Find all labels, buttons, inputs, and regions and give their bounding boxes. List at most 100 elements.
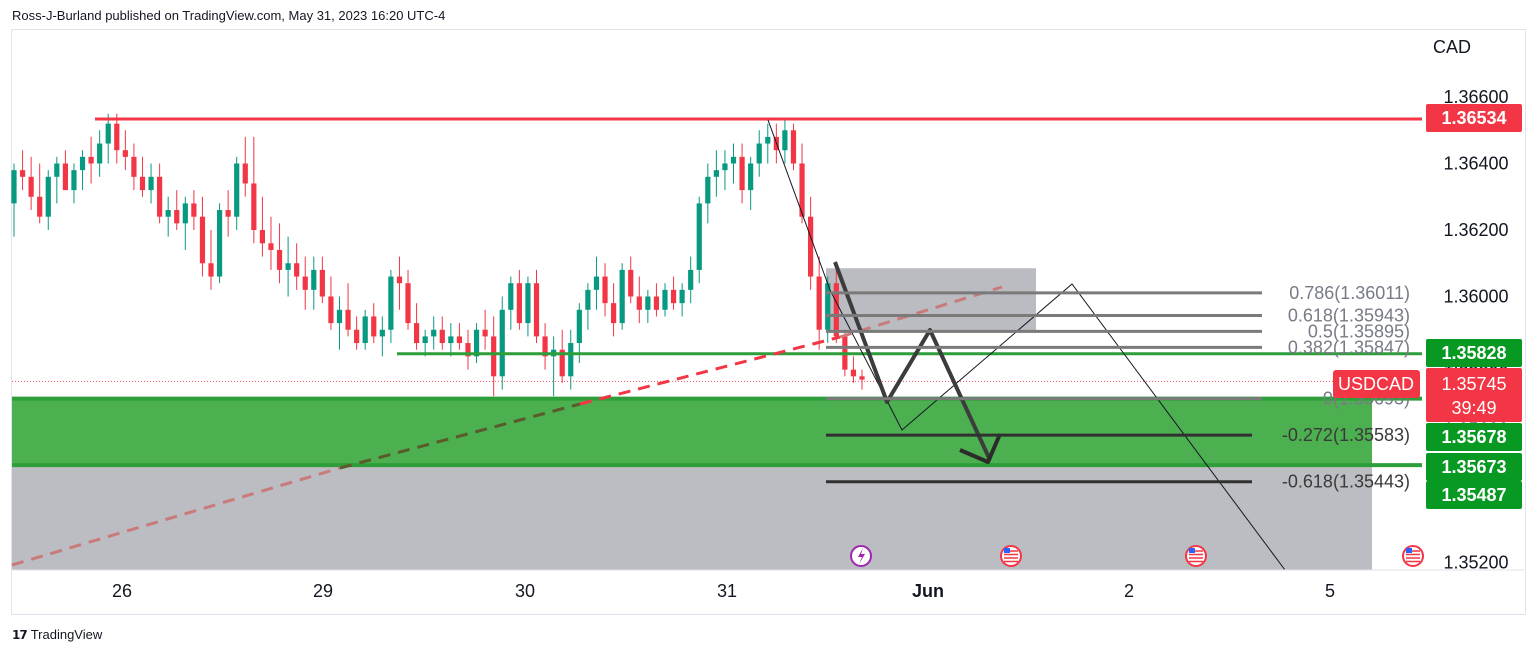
fib-label: 0.786(1.36011) bbox=[1289, 283, 1410, 303]
x-tick-label: 2 bbox=[1124, 581, 1134, 601]
candle-body bbox=[45, 176, 51, 217]
candle-body bbox=[234, 163, 240, 217]
candle-body bbox=[628, 269, 634, 297]
candle-body bbox=[311, 269, 317, 290]
x-tick-label: 31 bbox=[717, 581, 737, 601]
candle-body bbox=[28, 176, 34, 197]
candle-body bbox=[422, 336, 428, 344]
candle-body bbox=[71, 170, 77, 191]
y-tick-label: 1.36200 bbox=[1443, 220, 1508, 240]
fib-label: 0.5(1.35895) bbox=[1308, 321, 1410, 341]
candle-body bbox=[122, 150, 128, 157]
candle-body bbox=[730, 156, 737, 164]
resistance-price-box bbox=[1426, 104, 1522, 132]
candle-body bbox=[413, 323, 420, 344]
projection-path bbox=[829, 283, 1286, 571]
candle-body bbox=[508, 283, 514, 310]
fib-target-price-label: 1.35487 bbox=[1441, 485, 1506, 505]
candle-body bbox=[319, 269, 325, 297]
candle-body bbox=[696, 203, 702, 270]
consolidation-box bbox=[826, 268, 1036, 332]
candle-body bbox=[456, 336, 463, 344]
candle-body bbox=[285, 263, 291, 270]
zones-layer bbox=[12, 268, 1422, 570]
candle-body bbox=[388, 276, 394, 330]
candle-body bbox=[139, 176, 146, 191]
candle-body bbox=[62, 163, 68, 191]
price-labels-layer: 1.36534 1.35828 1.35745 39:49 USDCAD 1.35678 1… bbox=[850, 104, 1522, 567]
y-tick-label: 1.36000 bbox=[1443, 287, 1508, 307]
x-tick-label: Jun bbox=[912, 581, 944, 601]
zone-bottom-price-box bbox=[1426, 453, 1522, 481]
fib-label: -0.272(1.35583) bbox=[1282, 425, 1410, 445]
currency-label: CAD bbox=[1433, 37, 1471, 57]
chart-frame[interactable] bbox=[11, 29, 1526, 615]
candle-body bbox=[294, 263, 300, 277]
candles-layer bbox=[11, 113, 865, 397]
candle-body bbox=[491, 336, 497, 377]
x-tick-label: 26 bbox=[112, 581, 132, 601]
candle-body bbox=[354, 329, 360, 344]
candle-body bbox=[542, 336, 548, 357]
candle-body bbox=[576, 309, 582, 344]
footer-brand[interactable]: 𝟭𝟳 TradingView bbox=[12, 627, 102, 642]
lightning-icon bbox=[858, 548, 865, 564]
trendline-mid bbox=[339, 402, 581, 470]
candle-body bbox=[165, 210, 171, 217]
symbol-tag: USDCAD bbox=[1338, 374, 1414, 394]
candle-body bbox=[302, 276, 308, 290]
candle-body bbox=[405, 283, 411, 324]
candle-body bbox=[653, 296, 660, 310]
candle-body bbox=[790, 130, 797, 164]
candle-body bbox=[242, 163, 248, 184]
candle-body bbox=[19, 170, 26, 177]
candle-body bbox=[114, 123, 120, 151]
zone-top-price-label: 1.35678 bbox=[1441, 427, 1506, 447]
candle-body bbox=[79, 156, 86, 171]
fib-label: 0.618(1.35943) bbox=[1288, 305, 1410, 325]
support-line-price-label: 1.35828 bbox=[1441, 343, 1506, 363]
candle-body bbox=[225, 210, 231, 217]
candle-body bbox=[825, 283, 831, 330]
symbol-price-value: 1.35745 bbox=[1441, 374, 1506, 394]
candle-body bbox=[516, 283, 522, 324]
candle-body bbox=[782, 130, 788, 151]
trendline-lower bbox=[11, 466, 341, 567]
candle-body bbox=[585, 289, 591, 310]
candle-body bbox=[662, 289, 668, 310]
candle-body bbox=[157, 176, 163, 217]
candle-body bbox=[833, 283, 839, 337]
candle-body bbox=[54, 163, 60, 177]
symbol-price-box bbox=[1426, 368, 1522, 422]
candle-body bbox=[131, 156, 137, 177]
candle-body bbox=[568, 343, 574, 377]
candle-body bbox=[276, 249, 283, 270]
candle-body bbox=[268, 243, 274, 250]
forecast-arrow-head bbox=[959, 433, 1002, 464]
candle-body bbox=[533, 283, 540, 337]
candle-body bbox=[371, 316, 377, 337]
candle-body bbox=[739, 156, 745, 191]
candle-body bbox=[362, 316, 368, 344]
flag-canton bbox=[1189, 548, 1195, 553]
candle-body bbox=[619, 269, 625, 324]
candle-body bbox=[88, 156, 94, 164]
symbol-tag-box bbox=[1333, 370, 1420, 398]
footer-brand-label: TradingView bbox=[30, 627, 103, 642]
candle-body bbox=[799, 163, 805, 217]
candle-body bbox=[465, 343, 471, 357]
candle-body bbox=[850, 369, 857, 377]
candle-body bbox=[379, 329, 385, 337]
candle-body bbox=[259, 230, 266, 244]
candle-body bbox=[593, 276, 600, 290]
candle-body bbox=[439, 329, 445, 344]
candle-body bbox=[859, 376, 865, 380]
candle-body bbox=[765, 136, 771, 144]
fib-target-price-box bbox=[1426, 481, 1522, 509]
candle-body bbox=[448, 336, 454, 344]
candle-body bbox=[499, 309, 505, 377]
candle-body bbox=[705, 176, 711, 204]
tradingview-logo-icon: 𝟭𝟳 bbox=[12, 627, 28, 642]
candle-body bbox=[559, 349, 565, 377]
